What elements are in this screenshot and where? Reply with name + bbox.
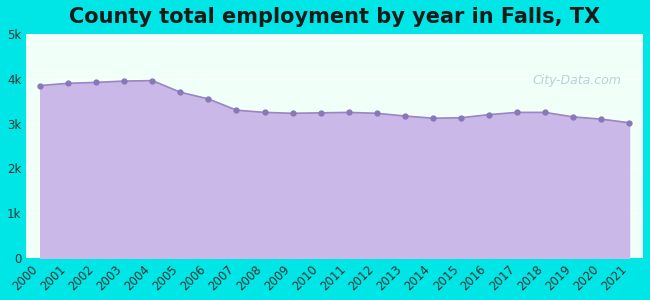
Text: City-Data.com: City-Data.com bbox=[532, 74, 621, 87]
Title: County total employment by year in Falls, TX: County total employment by year in Falls… bbox=[69, 7, 600, 27]
